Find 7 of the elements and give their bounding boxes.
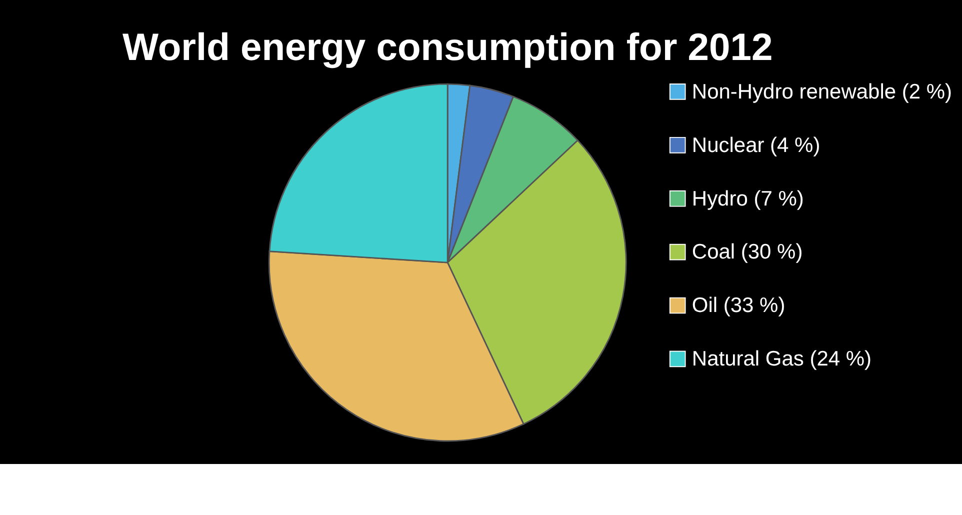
legend-label: Oil (33 %) [692, 294, 786, 318]
legend-label: Coal (30 %) [692, 240, 803, 264]
legend-label: Natural Gas (24 %) [692, 348, 872, 371]
chart-title: World energy consumption for 2012 [122, 26, 773, 70]
legend-label: Non-Hydro renewable (2 %) [692, 80, 952, 104]
legend-label: Nuclear (4 %) [692, 134, 820, 157]
legend-label: Hydro (7 %) [692, 187, 804, 210]
